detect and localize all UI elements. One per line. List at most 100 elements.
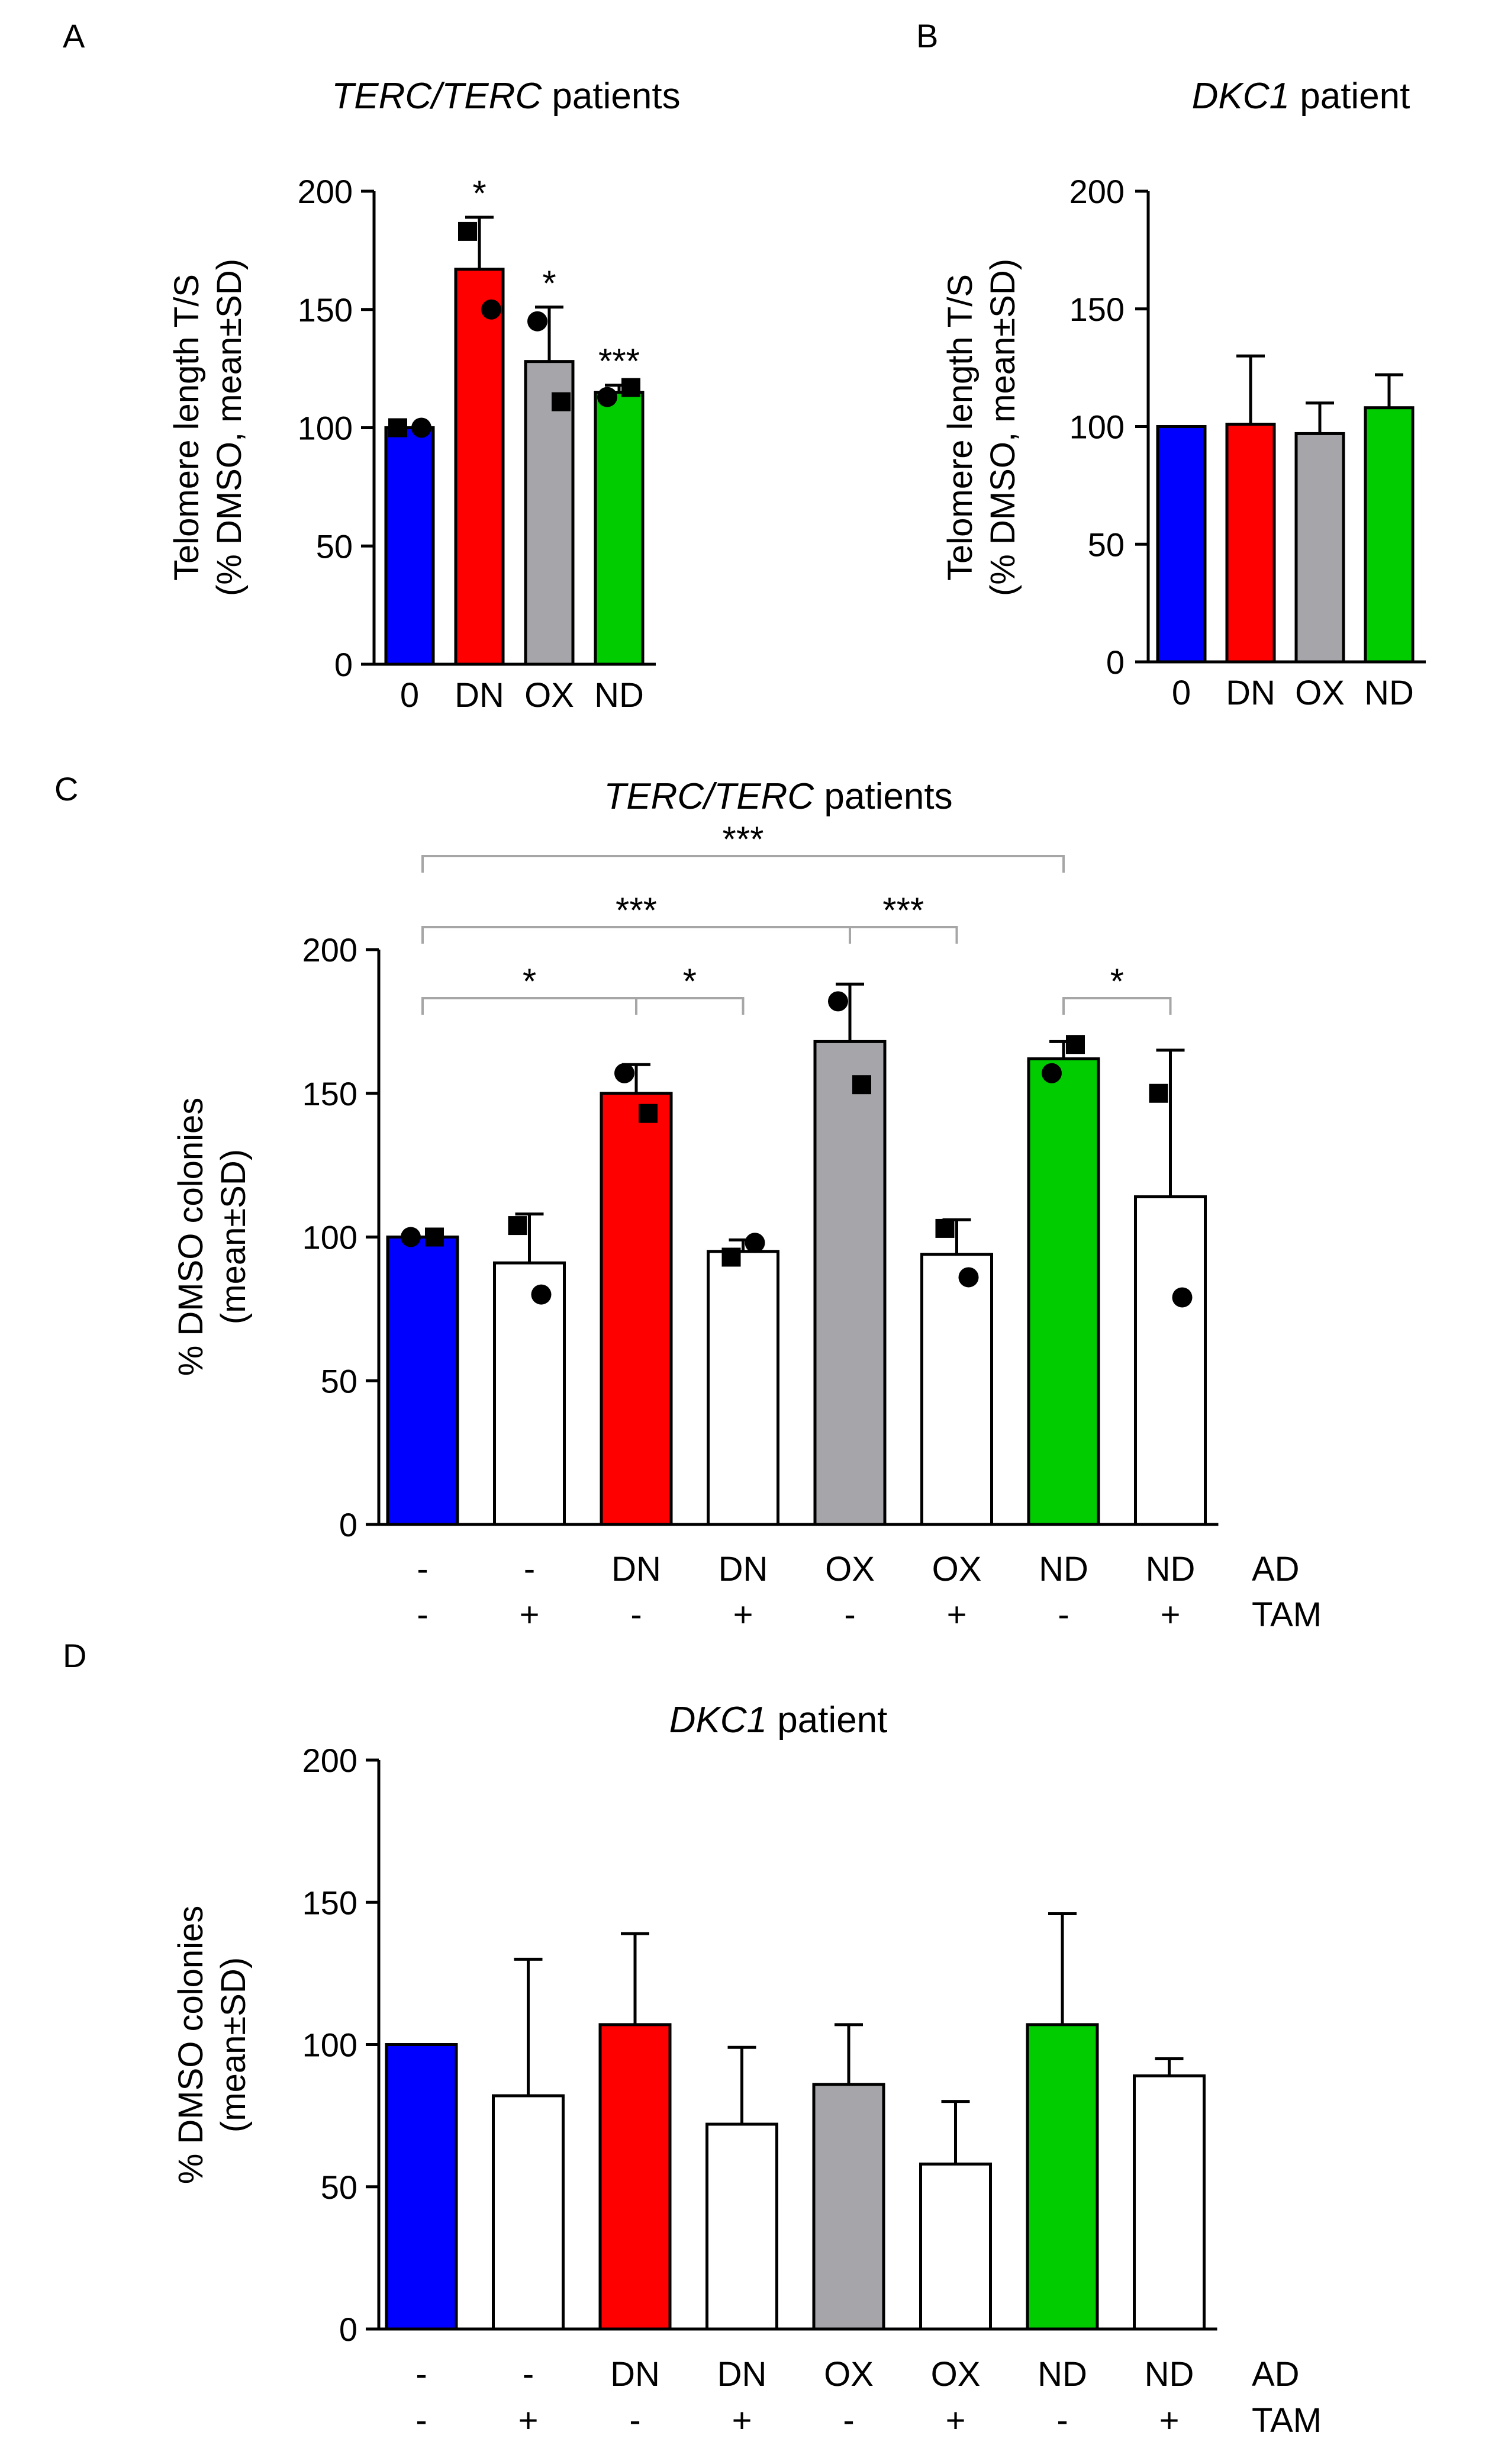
panel-c-data-point-circle: [614, 1063, 634, 1083]
panel-c-data-point-square: [639, 1104, 658, 1123]
panel-c-data-point-square: [1066, 1035, 1085, 1054]
panel-a-ylabel-line: Telomere length T/S: [167, 274, 206, 581]
panel-d-tam-label: -: [1056, 2401, 1068, 2440]
panel-c-data-point-circle: [1042, 1063, 1062, 1083]
panel-b-category-label: OX: [1295, 674, 1345, 712]
panel-d-ylabel-line: (mean±SD): [214, 1957, 253, 2132]
panel-c-data-point-circle: [401, 1227, 421, 1247]
panel-d-title-italic: DKC1: [669, 1700, 767, 1741]
panel-c-ylabel-line: (mean±SD): [214, 1149, 253, 1324]
panel-c-bar: [707, 1250, 779, 1526]
panel-b-title-italic: DKC1: [1192, 76, 1290, 117]
panel-c-data-point-circle: [958, 1267, 979, 1288]
panel-b-ytick-label: 0: [1106, 644, 1125, 681]
panel-c-bar: [600, 1092, 673, 1526]
panel-b-title-rest: patient: [1290, 76, 1410, 117]
panel-c-ad-label: ND: [1146, 1550, 1196, 1588]
panel-d-bar: [812, 2083, 885, 2331]
panel-a-data-point-square: [458, 221, 477, 241]
panel-d-bar: [385, 2043, 458, 2331]
panel-b-ytick-label: 100: [1069, 408, 1125, 446]
panel-d-row-label-tam: TAM: [1252, 2401, 1322, 2440]
panel-c-data-point-square: [425, 1227, 444, 1247]
panel-c-data-point-square: [721, 1247, 741, 1267]
panel-c-row-label-ad: AD: [1252, 1550, 1300, 1588]
panel-a-title: TERC/TERC patients: [331, 76, 680, 117]
panel-c-ytick-label: 50: [321, 1362, 357, 1400]
panel-b-bar: [1294, 432, 1345, 664]
panel-c-data-point-square: [852, 1075, 871, 1095]
panel-d-title: DKC1 patient: [669, 1700, 888, 1741]
panel-c-tam-label: +: [1161, 1596, 1181, 1634]
panel-a-category-label: 0: [400, 676, 419, 715]
panel-a-ytick-label: 200: [298, 173, 353, 210]
panel-c-ylabel-line: % DMSO colonies: [172, 1098, 210, 1376]
panel-d-bar: [492, 2094, 565, 2331]
panel-c-bar: [813, 1040, 887, 1526]
panel-c-ytick-label: 0: [339, 1506, 357, 1543]
panel-b-category-label: 0: [1172, 674, 1191, 712]
panel-d-bar: [1026, 2023, 1099, 2331]
panel-c-tam-label: +: [947, 1596, 967, 1634]
panel-a-ytick-label: 50: [316, 527, 353, 565]
panel-a-significance-label: *: [542, 263, 556, 303]
panel-c-bar: [1027, 1057, 1100, 1526]
panel-d-ad-label: DN: [717, 2355, 767, 2394]
panel-b-category-label: ND: [1364, 674, 1414, 712]
panel-c-comparison-label: *: [683, 961, 697, 1001]
panel-d-tam-label: +: [732, 2401, 752, 2440]
panel-c-ad-label: ND: [1039, 1550, 1088, 1588]
panel-c-bar: [920, 1253, 993, 1526]
panel-c-title-rest: patients: [814, 776, 952, 817]
panel-c-comparison-label: ***: [882, 890, 924, 930]
panel-c-ytick-label: 200: [302, 931, 357, 969]
panel-c-tam-label: -: [417, 1596, 428, 1634]
panel-c-ad-label: -: [524, 1550, 535, 1588]
panel-d-tam-label: -: [843, 2401, 854, 2440]
panel-letter-d: D: [63, 1637, 86, 1674]
panel-b-ylabel: Telomere length T/S (% DMSO, mean±SD): [941, 259, 1022, 596]
panel-b-bar: [1364, 406, 1415, 664]
panel-c-title: TERC/TERC patients: [604, 776, 952, 817]
panel-d-row-label-ad: AD: [1252, 2355, 1300, 2394]
panel-d-bar: [598, 2023, 672, 2331]
panel-c-tam-label: +: [733, 1596, 753, 1634]
panel-c-comparison-bracket: [421, 855, 1065, 873]
panel-d-bar: [705, 2122, 778, 2331]
panel-c-comparison-label: *: [1110, 961, 1124, 1001]
panel-a-data-point-circle: [527, 311, 547, 332]
panel-a-data-point-square: [621, 378, 640, 397]
panel-a-ytick-label: 150: [298, 291, 353, 329]
panel-a-chart: TERC/TERC patients Telomere length T/S (% …: [167, 76, 681, 715]
panel-a-data-point-square: [552, 392, 571, 411]
panel-letter-c: C: [54, 770, 78, 808]
panel-letter-b: B: [916, 17, 938, 54]
panel-d-tam-label: -: [629, 2401, 640, 2440]
panel-c-ytick-label: 150: [302, 1075, 357, 1112]
panel-b-chart: DKC1 patient Telomere length T/S (% DMSO, …: [941, 76, 1426, 712]
panel-c-comparison-bracket: [635, 997, 745, 1015]
panel-c-ad-label: OX: [825, 1550, 875, 1588]
panel-c-ad-label: OX: [932, 1550, 982, 1588]
panel-a-ytick-label: 0: [334, 646, 353, 683]
panel-d-ad-label: DN: [610, 2355, 660, 2394]
panel-d-ytick-label: 200: [302, 1742, 357, 1779]
panel-a-ytick-label: 100: [298, 410, 353, 447]
panel-c-tam-label: -: [1058, 1596, 1069, 1634]
panel-d-chart: DKC1 patient % DMSO colonies (mean±SD) 0 50 1…: [172, 1700, 1322, 2440]
panel-a-data-point-circle: [411, 417, 431, 438]
panel-b-ylabel-line: (% DMSO, mean±SD): [984, 259, 1022, 596]
panel-a-category-label: ND: [594, 676, 644, 715]
panel-c-bar: [493, 1261, 566, 1526]
panel-d-bar: [1133, 2074, 1206, 2331]
panel-d-tam-label: +: [1159, 2401, 1180, 2440]
panel-b-ylabel-line: Telomere length T/S: [941, 274, 980, 581]
panel-c-tam-label: -: [844, 1596, 855, 1634]
panel-c-tam-label: +: [520, 1596, 540, 1634]
panel-a-title-rest: patients: [542, 76, 680, 117]
panel-d-ytick-label: 0: [339, 2311, 357, 2348]
panel-d-ytick-label: 50: [321, 2169, 357, 2206]
panel-a-bar: [594, 391, 645, 666]
panel-c-chart: TERC/TERC patients % DMSO colonies (mean±S…: [172, 776, 1322, 1634]
